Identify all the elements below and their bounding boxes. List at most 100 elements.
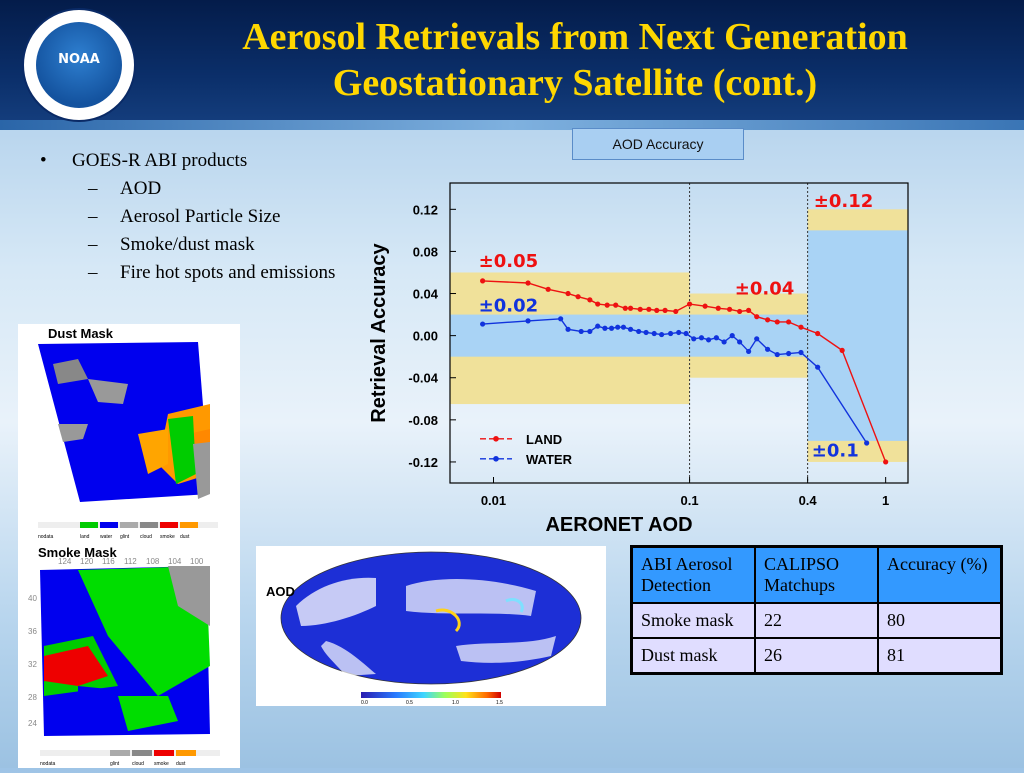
x-tick-label: 0.4 (799, 493, 818, 508)
colorbar-tick: 1.0 (452, 700, 459, 706)
data-point (525, 318, 531, 324)
table-row: Smoke mask 22 80 (630, 602, 1003, 639)
header (0, 0, 1024, 128)
legend-marker (493, 435, 499, 442)
y-tick-label: 0.04 (413, 287, 439, 302)
sub-bullet-item: – Fire hot spots and emissions (40, 262, 340, 284)
x-axis-label: AERONET AOD (545, 514, 692, 536)
data-point (627, 305, 634, 311)
sub-bullet-item: – AOD (40, 178, 340, 200)
data-point (613, 302, 619, 308)
data-point (786, 350, 792, 357)
legend-label: LAND (526, 432, 562, 447)
table-cell: Dust mask (630, 637, 756, 675)
smoke-lon-label: 124 (58, 557, 72, 566)
annotation-water-high: ±0.1 (812, 441, 859, 462)
annotation-water-low: ±0.02 (479, 295, 539, 316)
smoke-lat-label: 40 (28, 594, 37, 603)
data-point (667, 330, 674, 337)
data-point (622, 305, 628, 311)
data-point (545, 286, 551, 292)
smoke-legend-label: nodata (40, 761, 56, 767)
bullet-text: GOES-R ABI products (72, 150, 248, 171)
aod-map-panel: 0.0 0.5 1.0 1.5 AOD (256, 546, 606, 706)
dust-legend-label: water (100, 534, 113, 540)
dash-icon: – (88, 206, 98, 227)
y-tick-label: 0.00 (413, 329, 438, 344)
data-point (774, 319, 780, 325)
data-point (754, 314, 760, 320)
sub-bullet-text: Aerosol Particle Size (120, 206, 281, 227)
smoke-mask-image: 124 120 116 112 108 104 100 40 36 32 28 … (28, 557, 220, 767)
sub-bullet-text: Smoke/dust mask (120, 234, 255, 255)
data-point (587, 328, 593, 335)
data-point (729, 333, 735, 339)
colorbar-tick: 1.5 (496, 700, 503, 706)
dust-mask-label: Dust Mask (48, 326, 114, 341)
aod-world-map: 0.0 0.5 1.0 1.5 (280, 551, 582, 706)
data-point (608, 325, 615, 331)
data-point (620, 324, 627, 330)
dust-mask-panel: nodata land water glint cloud smoke dust… (18, 324, 240, 546)
smoke-lat-label: 32 (28, 660, 37, 669)
page-title: Aerosol Retrievals from Next Generation … (242, 16, 908, 104)
y-tick-label: 0.12 (413, 202, 438, 217)
data-point (615, 324, 621, 330)
chart-frame (449, 182, 909, 484)
header-strip (0, 120, 1024, 130)
data-point (705, 337, 712, 343)
annotation-land-high: ±0.12 (814, 191, 874, 212)
sub-bullet-text: Fire hot spots and emissions (120, 262, 336, 283)
annotation-land-mid: ±0.04 (735, 279, 795, 300)
data-point (651, 330, 657, 337)
smoke-lon-label: 104 (168, 557, 182, 566)
data-point (774, 351, 780, 358)
accuracy-band (807, 230, 908, 441)
data-point (713, 335, 719, 341)
data-point (737, 339, 743, 345)
legend-label: WATER (526, 452, 573, 467)
table-header-cell: CALIPSO Matchups (754, 545, 879, 604)
noaa-logo-text: NOAA (58, 52, 100, 67)
y-tick-label: -0.08 (408, 413, 438, 428)
colorbar-tick: 0.5 (406, 700, 413, 706)
data-point (587, 297, 593, 303)
sub-bullet-item: – Aerosol Particle Size (40, 206, 340, 228)
data-point (578, 328, 584, 335)
noaa-logo-inner: NOAA (36, 22, 122, 108)
data-point (754, 336, 760, 342)
table-header-row: ABI Aerosol Detection CALIPSO Matchups A… (630, 545, 1003, 604)
bullet-list: • GOES-R ABI products – AOD – Aerosol Parti… (40, 150, 340, 290)
smoke-legend-label: cloud (132, 761, 144, 767)
data-point (765, 317, 771, 323)
data-point (798, 324, 804, 330)
data-point (636, 328, 642, 335)
data-point (480, 278, 486, 284)
annotation-land-low: ±0.05 (479, 251, 539, 272)
y-tick-label: -0.12 (408, 455, 438, 470)
table-cell: 80 (877, 602, 1003, 639)
data-point (673, 308, 679, 315)
table-header-cell: Accuracy (%) (877, 545, 1003, 604)
noaa-logo: NOAA (22, 8, 136, 122)
table-cell: 22 (754, 602, 879, 639)
smoke-legend-label: glint (110, 761, 120, 767)
x-tick-label: 0.01 (481, 493, 506, 508)
data-point (737, 308, 743, 315)
data-point (686, 301, 693, 307)
data-point (715, 305, 721, 311)
data-point (765, 346, 771, 352)
smoke-lon-label: 100 (190, 557, 204, 566)
data-point (691, 336, 697, 342)
dust-legend-label: land (80, 534, 90, 540)
dust-legend-label: glint (120, 534, 130, 540)
accuracy-band (450, 314, 690, 357)
data-point (746, 348, 752, 355)
aod-accuracy-label: AOD Accuracy (572, 128, 744, 160)
data-point (721, 339, 727, 345)
y-tick-label: -0.04 (408, 371, 438, 386)
legend-marker (493, 455, 499, 462)
data-point (654, 307, 660, 313)
smoke-lon-label: 116 (102, 557, 115, 566)
data-point (575, 294, 581, 300)
